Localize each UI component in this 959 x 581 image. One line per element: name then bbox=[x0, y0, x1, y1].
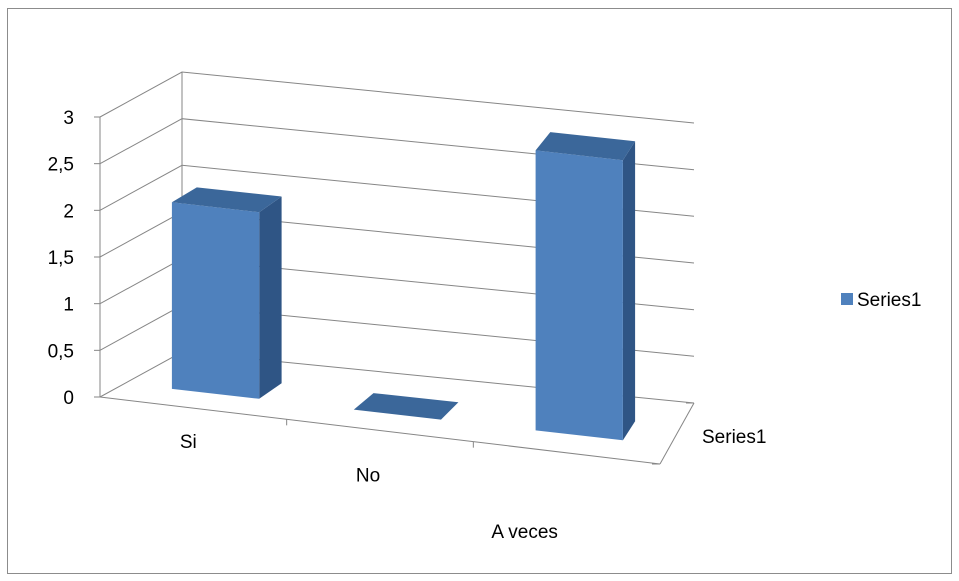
y-tick-label: 1,5 bbox=[48, 248, 74, 269]
gridline-4 bbox=[99, 164, 695, 217]
x-axis bbox=[99, 396, 661, 465]
bar-side-face bbox=[259, 196, 282, 399]
bar-top-face bbox=[171, 187, 282, 213]
y-tick-label: 3 bbox=[63, 108, 74, 129]
bar-front-face bbox=[535, 150, 623, 441]
y-tick-label: 1 bbox=[63, 295, 74, 316]
x-tick-label: Si bbox=[180, 432, 197, 453]
chart-axes bbox=[94, 116, 695, 465]
bar-top-face bbox=[353, 393, 459, 420]
y-tick-label: 2,5 bbox=[48, 155, 74, 176]
x-tick-label: A veces bbox=[491, 522, 558, 543]
depth-axis-label: Series1 bbox=[702, 427, 766, 448]
bar-no bbox=[353, 393, 459, 420]
legend-label: Series1 bbox=[857, 290, 921, 311]
bar-side-face bbox=[622, 141, 636, 441]
bar-front-face bbox=[171, 202, 260, 399]
x-tick-label: No bbox=[356, 466, 380, 487]
chart-bars bbox=[171, 132, 636, 441]
y-tick-label: 0,5 bbox=[48, 341, 74, 362]
legend-swatch bbox=[841, 293, 853, 305]
y-tick-label: 2 bbox=[63, 201, 74, 222]
bar-a-veces bbox=[535, 132, 636, 441]
bar-si bbox=[171, 187, 282, 399]
y-tick-label: 0 bbox=[63, 388, 74, 409]
chart-legend: Series1 bbox=[841, 290, 921, 311]
gridline-5 bbox=[99, 118, 695, 171]
depth-axis bbox=[659, 402, 695, 465]
chart-frame bbox=[7, 8, 952, 574]
gridline-6 bbox=[99, 71, 695, 124]
chart-labels: 0 0,5 1 1,5 2 2,5 3 Si No A veces Series1 bbox=[48, 108, 767, 543]
bar-top-face bbox=[535, 132, 636, 161]
